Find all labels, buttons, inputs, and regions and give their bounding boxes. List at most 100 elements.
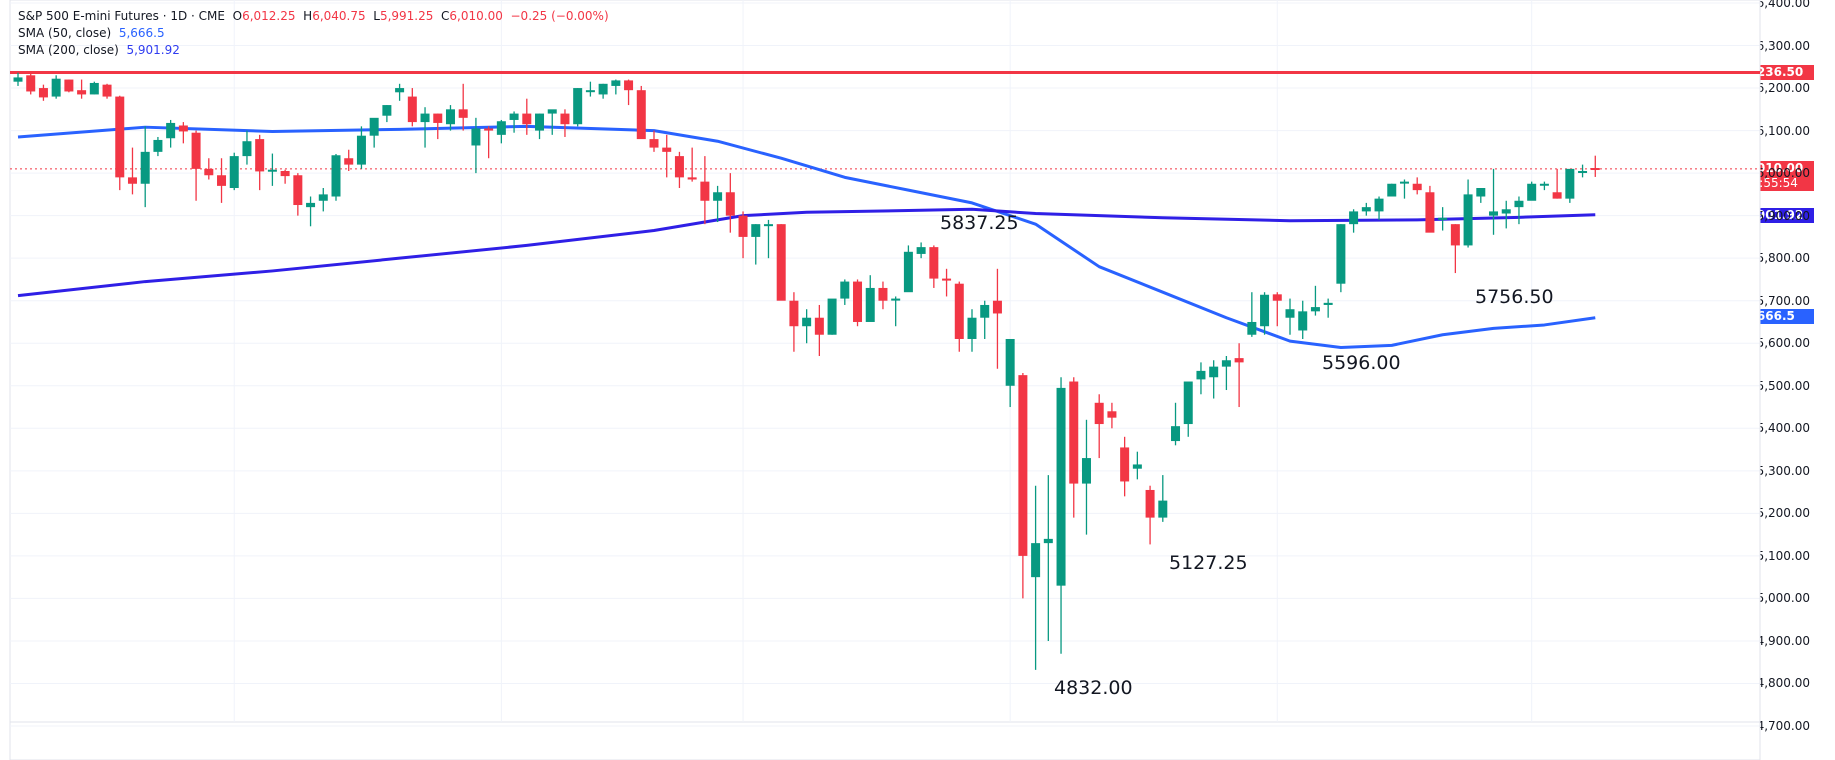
sma200-legend[interactable]: SMA (200, close) 5,901.92 bbox=[18, 43, 180, 57]
candle-body[interactable] bbox=[204, 168, 214, 176]
candle-body[interactable] bbox=[1336, 224, 1346, 284]
candle-body[interactable] bbox=[318, 194, 328, 201]
candle-body[interactable] bbox=[853, 281, 863, 322]
candle-body[interactable] bbox=[395, 88, 405, 93]
candle-body[interactable] bbox=[878, 287, 888, 301]
candle-body[interactable] bbox=[891, 298, 901, 301]
candle-body[interactable] bbox=[1438, 217, 1448, 220]
candle-body[interactable] bbox=[840, 281, 850, 299]
candle-body[interactable] bbox=[1145, 489, 1155, 518]
candle-body[interactable] bbox=[38, 88, 48, 98]
candle-body[interactable] bbox=[1349, 211, 1359, 225]
candle-body[interactable] bbox=[1374, 198, 1384, 212]
candle-body[interactable] bbox=[1043, 538, 1053, 544]
candle-body[interactable] bbox=[153, 139, 163, 152]
candle-body[interactable] bbox=[560, 113, 570, 125]
candle-body[interactable] bbox=[776, 224, 786, 301]
candle-body[interactable] bbox=[51, 78, 61, 97]
candle-body[interactable] bbox=[1399, 181, 1409, 184]
price-axis[interactable] bbox=[1760, 0, 1835, 760]
candle-body[interactable] bbox=[1501, 209, 1511, 214]
candle-body[interactable] bbox=[1425, 192, 1435, 233]
candle-body[interactable] bbox=[344, 158, 354, 165]
candle-body[interactable] bbox=[1412, 183, 1422, 191]
candle-body[interactable] bbox=[1107, 411, 1117, 418]
candle-body[interactable] bbox=[255, 139, 265, 172]
candle-body[interactable] bbox=[980, 304, 990, 318]
candle-body[interactable] bbox=[522, 113, 532, 125]
candle-body[interactable] bbox=[1514, 200, 1524, 208]
candle-body[interactable] bbox=[509, 113, 519, 120]
candle-body[interactable] bbox=[1081, 458, 1091, 484]
candle-body[interactable] bbox=[433, 113, 443, 123]
candle-body[interactable] bbox=[140, 151, 150, 184]
candle-body[interactable] bbox=[1120, 447, 1130, 482]
candle-body[interactable] bbox=[458, 109, 468, 118]
candle-body[interactable] bbox=[1323, 302, 1333, 305]
candle-body[interactable] bbox=[1310, 307, 1320, 312]
candle-body[interactable] bbox=[1578, 170, 1588, 173]
candle-body[interactable] bbox=[166, 122, 176, 139]
candle-body[interactable] bbox=[1234, 358, 1244, 363]
candle-body[interactable] bbox=[725, 192, 735, 216]
candle-body[interactable] bbox=[814, 317, 824, 335]
candle-body[interactable] bbox=[942, 278, 952, 281]
candle-body[interactable] bbox=[496, 121, 506, 135]
candle-body[interactable] bbox=[77, 90, 87, 95]
candle-body[interactable] bbox=[471, 128, 481, 146]
candle-body[interactable] bbox=[1552, 192, 1562, 199]
candle-body[interactable] bbox=[127, 177, 137, 184]
candle-body[interactable] bbox=[865, 287, 875, 322]
candle-body[interactable] bbox=[267, 169, 277, 172]
candle-body[interactable] bbox=[929, 247, 939, 279]
candle-body[interactable] bbox=[1005, 338, 1015, 386]
sma50-legend[interactable]: SMA (50, close) 5,666.5 bbox=[18, 26, 165, 40]
candle-body[interactable] bbox=[662, 147, 672, 152]
candle-body[interactable] bbox=[1565, 168, 1575, 199]
candle-body[interactable] bbox=[903, 251, 913, 293]
candle-body[interactable] bbox=[547, 109, 557, 114]
candle-body[interactable] bbox=[1018, 375, 1028, 556]
candle-body[interactable] bbox=[573, 88, 583, 125]
candle-body[interactable] bbox=[102, 84, 112, 97]
candle-body[interactable] bbox=[1196, 370, 1206, 380]
candle-body[interactable] bbox=[1069, 381, 1079, 484]
candle-body[interactable] bbox=[115, 96, 125, 178]
candle-body[interactable] bbox=[1056, 387, 1066, 586]
candle-body[interactable] bbox=[1183, 381, 1193, 425]
candle-body[interactable] bbox=[585, 90, 595, 93]
candle-body[interactable] bbox=[649, 139, 659, 148]
candle-body[interactable] bbox=[738, 215, 748, 237]
candle-body[interactable] bbox=[674, 156, 684, 178]
candle-body[interactable] bbox=[89, 82, 99, 95]
candle-body[interactable] bbox=[1272, 294, 1282, 301]
candle-body[interactable] bbox=[1298, 311, 1308, 331]
candle-body[interactable] bbox=[1209, 366, 1219, 378]
candle-body[interactable] bbox=[916, 247, 926, 254]
candle-body[interactable] bbox=[611, 80, 621, 86]
candle-body[interactable] bbox=[229, 156, 239, 189]
candle-body[interactable] bbox=[356, 135, 366, 165]
candle-body[interactable] bbox=[484, 128, 494, 131]
candle-body[interactable] bbox=[26, 75, 36, 92]
candle-body[interactable] bbox=[967, 317, 977, 339]
candle-body[interactable] bbox=[1031, 543, 1041, 578]
candle-body[interactable] bbox=[1158, 500, 1168, 518]
candle-body[interactable] bbox=[242, 141, 252, 157]
candle-body[interactable] bbox=[191, 132, 201, 169]
candle-body[interactable] bbox=[1094, 402, 1104, 425]
candle-body[interactable] bbox=[1132, 464, 1142, 469]
candle-body[interactable] bbox=[382, 105, 392, 116]
candle-body[interactable] bbox=[636, 90, 646, 140]
candle-body[interactable] bbox=[1476, 188, 1486, 197]
candle-body[interactable] bbox=[369, 117, 379, 136]
candle-body[interactable] bbox=[217, 175, 227, 186]
candle-body[interactable] bbox=[1527, 183, 1537, 201]
candle-body[interactable] bbox=[1450, 224, 1460, 246]
candle-body[interactable] bbox=[1539, 183, 1549, 186]
candle-body[interactable] bbox=[178, 125, 188, 132]
candle-body[interactable] bbox=[789, 300, 799, 327]
candle-body[interactable] bbox=[827, 298, 837, 335]
